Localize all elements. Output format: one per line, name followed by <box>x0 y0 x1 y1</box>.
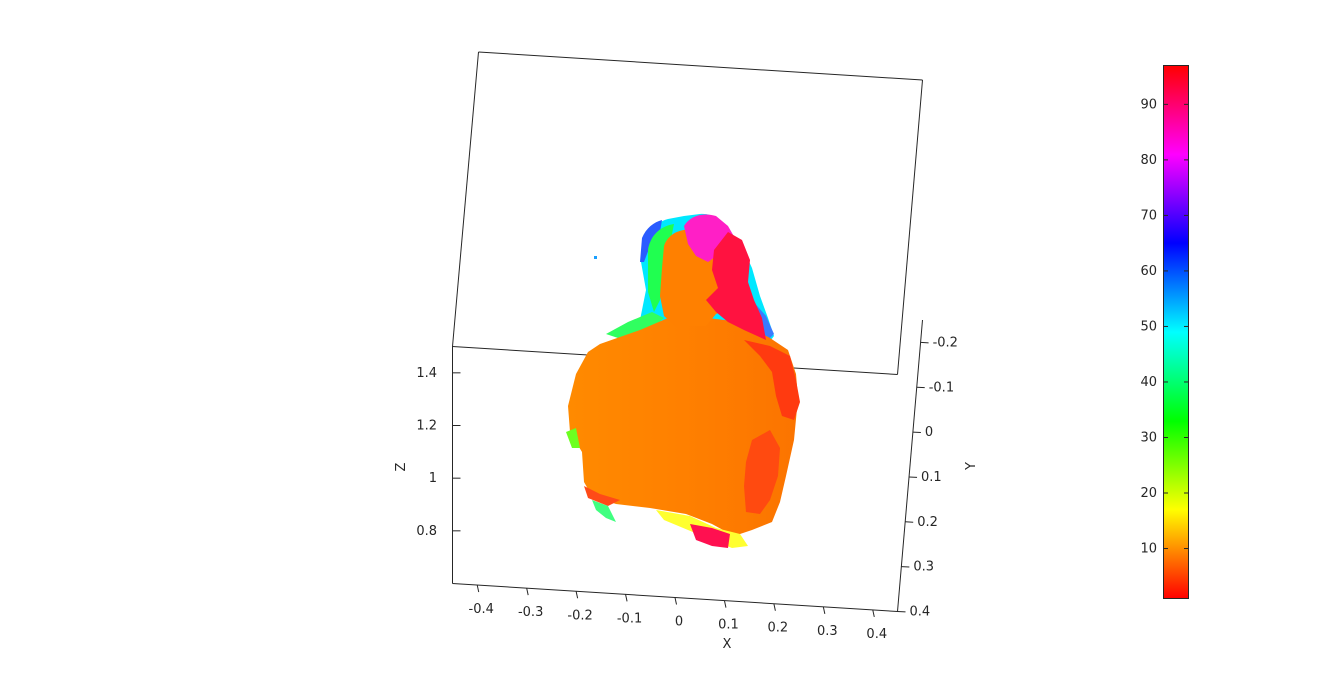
colorbar-tick-label: 10 <box>1140 542 1157 557</box>
colorbar-tick-label: 20 <box>1140 486 1157 501</box>
y-tick-label: 0 <box>925 425 933 440</box>
z-tick-label: 1.4 <box>416 366 437 381</box>
cloud-arm-red <box>744 430 780 514</box>
box-edge-right-vertical <box>897 79 923 375</box>
y-tick-label: 0.3 <box>913 560 934 575</box>
x-tick-mark <box>526 588 529 596</box>
x-tick-mark <box>822 606 826 614</box>
y-tick-label: 0.1 <box>921 470 942 485</box>
x-tick-mark <box>674 597 677 605</box>
x-tick-label: 0.4 <box>866 627 887 642</box>
z-axis-ticks: 0.8 1 1.2 1.4 <box>416 366 461 539</box>
cloud-lower-left-green-2 <box>592 500 616 522</box>
box-edge-top <box>478 51 923 81</box>
x-tick-label: -0.1 <box>617 611 642 626</box>
x-tick-mark <box>625 594 628 602</box>
x-tick-mark <box>476 584 480 593</box>
y-axis-line <box>897 319 923 612</box>
z-tick-label: 1.2 <box>416 419 437 434</box>
x-tick-mark <box>723 600 727 608</box>
x-axis-ticks: -0.4 -0.3 -0.2 -0.1 0 0.1 0.2 0.3 0.4 <box>469 584 887 642</box>
z-axis-label: Z <box>394 462 409 471</box>
y-axis-label: Y <box>964 462 979 471</box>
x-tick-label: 0.1 <box>718 618 739 633</box>
colorbar-ticks: 10 20 30 40 50 60 70 80 90 <box>1140 97 1189 557</box>
x-tick-mark <box>872 609 875 618</box>
x-tick-label: -0.3 <box>518 605 543 620</box>
x-tick-label: 0 <box>675 615 683 630</box>
cloud-stray-point <box>594 256 597 259</box>
cloud-bottom-right-red <box>690 524 730 548</box>
box-edge-left-vertical <box>452 51 479 347</box>
z-tick-label: 1 <box>429 471 437 486</box>
y-tick-label: 0.2 <box>917 515 938 530</box>
y-tick-label: 0.4 <box>910 605 931 620</box>
x-axis-label: X <box>723 637 732 652</box>
colorbar-tick-label: 40 <box>1140 375 1157 390</box>
x-tick-label: 0.3 <box>817 624 838 639</box>
x-tick-mark <box>773 603 776 611</box>
z-tick-label: 0.8 <box>416 524 437 539</box>
x-tick-label: -0.4 <box>469 602 494 617</box>
y-tick-label: -0.1 <box>929 380 954 395</box>
colorbar-tick-label: 90 <box>1140 97 1157 112</box>
cloud-left-edge-red <box>584 486 620 506</box>
y-tick-label: -0.2 <box>933 335 958 350</box>
colorbar-tick-label: 50 <box>1140 319 1157 334</box>
colorbar-tick-label: 60 <box>1140 264 1157 279</box>
x-tick-label: -0.2 <box>567 608 592 623</box>
x-tick-label: 0.2 <box>768 621 789 636</box>
colorbar: 10 20 30 40 50 60 70 80 90 <box>1140 65 1189 599</box>
colorbar-tick-label: 30 <box>1140 430 1157 445</box>
colorbar-tick-label: 70 <box>1140 208 1157 223</box>
x-tick-mark <box>575 591 579 599</box>
cloud-torso <box>568 318 798 536</box>
colorbar-gradient <box>1163 65 1189 599</box>
y-axis-ticks: -0.2 -0.1 0 0.1 0.2 0.3 0.4 <box>897 335 958 620</box>
cloud-shoulder-red <box>744 340 800 420</box>
colorbar-tick-label: 80 <box>1140 153 1157 168</box>
cloud-back-of-head <box>706 232 766 340</box>
cloud-lower-left-green <box>566 428 580 448</box>
point-cloud <box>566 213 800 548</box>
cloud-rim-green-neck <box>606 312 664 340</box>
